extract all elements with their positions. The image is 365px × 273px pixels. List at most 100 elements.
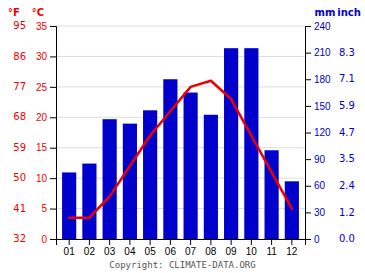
axis-label: mm xyxy=(315,7,336,18)
tick: 120 xyxy=(305,127,331,138)
tick-mark xyxy=(89,239,90,245)
tick-mark xyxy=(150,239,151,245)
tick-label: 06 xyxy=(165,246,177,257)
tick: 60 xyxy=(305,180,326,191)
bar xyxy=(82,164,96,239)
tick-mark xyxy=(69,239,70,245)
tick-mark xyxy=(305,186,311,187)
tick-mark xyxy=(109,239,110,245)
tick-label: 150 xyxy=(314,101,331,112)
axis-label: °C xyxy=(32,7,44,18)
tick: 04 xyxy=(124,239,136,257)
axis-line xyxy=(57,240,306,246)
bar xyxy=(204,115,218,239)
tick-mark xyxy=(190,239,191,245)
tick-label: 10 xyxy=(36,173,48,184)
tick-mark xyxy=(50,209,56,210)
bar xyxy=(285,181,299,239)
annotation: 7.1 xyxy=(339,73,355,84)
tick: 240 xyxy=(305,21,331,32)
tick: 150 xyxy=(305,101,331,112)
tick-label: 07 xyxy=(185,246,197,257)
tick-label: 11 xyxy=(266,246,277,257)
grid-line xyxy=(56,117,305,118)
tick: 5 xyxy=(41,203,56,214)
tick: 20 xyxy=(36,112,56,123)
tick-label: 180 xyxy=(314,74,331,85)
tick: 09 xyxy=(226,239,238,257)
tick: 0 xyxy=(305,234,320,245)
tick: 35 xyxy=(36,21,56,32)
bar xyxy=(163,79,177,239)
tick-mark xyxy=(210,239,211,245)
tick: 10 xyxy=(246,239,258,257)
bar xyxy=(103,119,117,239)
tick-label: 20 xyxy=(36,112,48,123)
tick-mark xyxy=(50,26,56,27)
annotation: 59 xyxy=(13,142,26,153)
y-axis: 05101520253035 xyxy=(36,21,57,245)
tick-mark xyxy=(305,53,311,54)
annotation: 50 xyxy=(13,172,26,183)
x-axis: 010203040506070809101112 xyxy=(57,239,306,257)
tick-label: 120 xyxy=(314,127,331,138)
tick-mark xyxy=(50,117,56,118)
tick: 0 xyxy=(41,234,56,245)
bar xyxy=(224,48,238,239)
tick: 10 xyxy=(36,173,56,184)
tick-mark xyxy=(129,239,130,245)
tick-label: 25 xyxy=(36,82,48,93)
tick: 08 xyxy=(205,239,217,257)
annotation: 0.0 xyxy=(339,233,355,244)
chart: 0102030405060708091011120510152025303503… xyxy=(0,0,365,273)
tick-mark xyxy=(251,239,252,245)
grid-line xyxy=(56,26,305,27)
tick: 180 xyxy=(305,74,331,85)
grid-line xyxy=(56,86,305,87)
tick-label: 90 xyxy=(314,154,326,165)
tick: 90 xyxy=(305,154,326,165)
tick: 07 xyxy=(185,239,197,257)
tick-mark xyxy=(305,212,311,213)
y2-axis: 0 30 60 90 120 150 180 210 240 xyxy=(305,21,331,245)
tick-mark xyxy=(50,178,56,179)
tick-mark xyxy=(170,239,171,245)
tick: 02 xyxy=(84,239,96,257)
tick-label: 05 xyxy=(145,246,157,257)
annotation: inch xyxy=(337,7,361,18)
tick-label: 10 xyxy=(246,246,258,257)
grid-line xyxy=(56,147,305,148)
annotation: 32 xyxy=(13,233,26,244)
tick-mark xyxy=(291,239,292,245)
tick: 25 xyxy=(36,82,56,93)
tick-label: 04 xyxy=(124,246,136,257)
annotation: 86 xyxy=(13,51,26,62)
tick-mark xyxy=(271,239,272,245)
tick-mark xyxy=(50,148,56,149)
tick-mark xyxy=(305,239,311,240)
tick-mark xyxy=(305,106,311,107)
tick-label: 09 xyxy=(226,246,238,257)
bar xyxy=(123,124,137,239)
tick-label: 30 xyxy=(314,207,326,218)
tick-mark xyxy=(305,26,311,27)
tick: 01 xyxy=(64,239,76,257)
annotation: 41 xyxy=(13,203,26,214)
tick-label: 210 xyxy=(314,47,331,58)
tick-label: 0 xyxy=(41,234,47,245)
tick: 12 xyxy=(286,239,298,257)
tick-label: 02 xyxy=(84,246,96,257)
tick-label: 0 xyxy=(314,234,320,245)
tick-mark xyxy=(50,87,56,88)
tick: 06 xyxy=(165,239,177,257)
tick-mark xyxy=(50,56,56,57)
tick-label: 15 xyxy=(36,142,48,153)
marks xyxy=(62,48,299,239)
tick-label: 08 xyxy=(205,246,217,257)
tick-mark xyxy=(305,133,311,134)
tick-mark xyxy=(305,79,311,80)
tick-mark xyxy=(50,239,56,240)
tick: 15 xyxy=(36,142,56,153)
annotation: 95 xyxy=(13,20,26,31)
annotation: 77 xyxy=(13,81,26,92)
